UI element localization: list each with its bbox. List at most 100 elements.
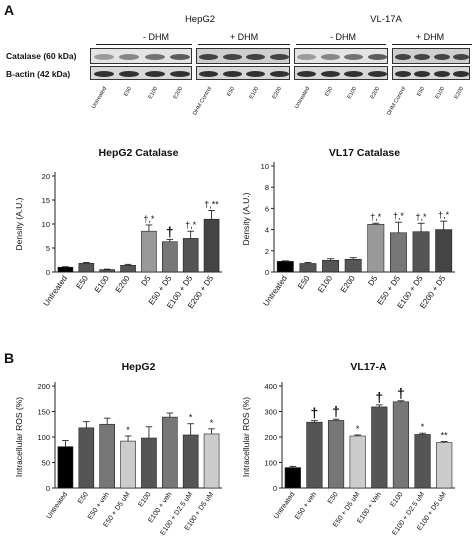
bar — [203, 218, 220, 273]
x-tick-label: E50 — [74, 274, 90, 291]
bar — [99, 269, 116, 273]
bar — [120, 440, 136, 489]
y-tick-label: 400 — [264, 382, 277, 391]
chart-title: VL17-A — [350, 361, 387, 373]
blot-strip — [90, 48, 192, 64]
blot-title-vl17a: VL-17A — [370, 14, 402, 25]
x-tick-label: E100 — [389, 491, 404, 508]
blot-band — [144, 54, 165, 60]
significance-label: †,* — [143, 214, 155, 224]
significance-label: †,** — [204, 200, 219, 210]
bar — [141, 437, 157, 489]
chart-vl17a-ros: VL17-A Intracellular ROS (%) 0 100 200 300 400… — [241, 361, 455, 537]
bar — [78, 427, 95, 489]
y-tick-label: 15 — [42, 196, 50, 205]
y-tick-label: 100 — [264, 459, 277, 468]
blot-group-line — [198, 44, 290, 45]
blot-band — [344, 71, 364, 77]
bar — [99, 423, 116, 489]
x-tick-label: Untreated — [261, 274, 289, 308]
significance-label: * — [421, 422, 425, 432]
blot-band — [93, 54, 114, 60]
significance-label: † — [375, 389, 383, 405]
bar — [389, 232, 407, 273]
significance-label: * — [126, 425, 130, 435]
blot-band — [367, 54, 387, 60]
bar — [349, 435, 366, 489]
bar — [306, 421, 323, 489]
y-tick-label: 0 — [273, 484, 277, 493]
bar — [120, 264, 136, 273]
y-tick-label: 4 — [265, 226, 269, 235]
blot-band — [414, 54, 431, 60]
blot-band — [344, 54, 364, 60]
blot-strip — [294, 48, 388, 64]
y-tick-label: 10 — [261, 162, 269, 171]
blot-row-label-bactin: B-actin (42 kDa) — [6, 69, 71, 79]
x-tick-label: E50 — [327, 491, 340, 505]
significance-label: * — [356, 424, 360, 434]
y-tick-label: 200 — [264, 433, 277, 442]
significance-label: †,* — [416, 212, 428, 222]
bar — [436, 442, 453, 489]
x-tick-label: D5 — [139, 274, 153, 288]
x-tick-label: D5 — [366, 274, 380, 288]
blot-band — [93, 71, 114, 77]
x-tick-label: E100 — [137, 491, 152, 508]
blot-band — [199, 54, 219, 60]
y-tick-label: 8 — [265, 183, 269, 192]
blot-strip — [196, 48, 290, 64]
x-tick-label: E50 — [296, 274, 312, 291]
blot-strip — [392, 48, 470, 64]
blot-strip — [392, 66, 470, 80]
blot-row-label-catalase: Catalase (60 kDa) — [6, 51, 77, 61]
bar — [57, 266, 74, 273]
blot-band — [119, 54, 140, 60]
significance-label: ** — [441, 431, 449, 441]
y-tick-label: 6 — [265, 204, 269, 213]
bar — [203, 433, 220, 489]
blot-group-hepg2-minus: - DHM — [143, 32, 169, 42]
blot-band — [170, 54, 191, 60]
blot-band — [246, 71, 266, 77]
x-tick-label: E50 + veh — [294, 491, 318, 521]
chart-hepg2-catalase: HepG2 Catalase Density (A.U.) 0 5 10 15 20 Untr… — [14, 147, 222, 310]
y-tick-label: 0 — [265, 268, 269, 277]
bar — [412, 231, 430, 273]
blot-band — [320, 71, 340, 77]
bar — [78, 263, 95, 273]
blot-band — [414, 71, 431, 77]
blot-band — [119, 71, 140, 77]
bar — [414, 434, 431, 489]
y-tick-label: 20 — [42, 172, 50, 181]
significance-label: †,* — [370, 212, 382, 222]
bar — [299, 263, 317, 273]
y-tick-label: 50 — [42, 459, 50, 468]
blot-band — [453, 54, 469, 60]
panel-label-a: A — [4, 2, 15, 18]
x-tick-label: E50 — [77, 491, 90, 505]
y-tick-label: 100 — [37, 433, 50, 442]
y-tick-label: 0 — [46, 268, 50, 277]
blot-band — [394, 54, 411, 60]
x-tick-label: Untreated — [42, 274, 70, 308]
y-axis-label: Density (A.U.) — [241, 192, 251, 245]
x-tick-label: E100 — [316, 274, 334, 295]
blot-strip — [294, 66, 388, 80]
y-axis-label: Intracellular ROS (%) — [241, 397, 251, 477]
bar — [141, 230, 157, 273]
bar — [57, 446, 74, 489]
blot-strip — [196, 66, 290, 80]
blot-band — [269, 54, 289, 60]
chart-vl17-catalase: VL17 Catalase Density (A.U.) 0 2 4 6 8 10 Untrea… — [241, 147, 455, 310]
bar — [392, 401, 410, 489]
blot-band — [320, 54, 340, 60]
blot-group-line — [296, 44, 386, 45]
significance-label: † — [332, 403, 340, 419]
y-axis-label: Intracellular ROS (%) — [14, 397, 24, 477]
blot-band — [367, 71, 387, 77]
chart-title: HepG2 — [122, 361, 156, 373]
blot-band — [394, 71, 411, 77]
bar — [344, 258, 362, 273]
y-tick-label: 10 — [42, 220, 50, 229]
